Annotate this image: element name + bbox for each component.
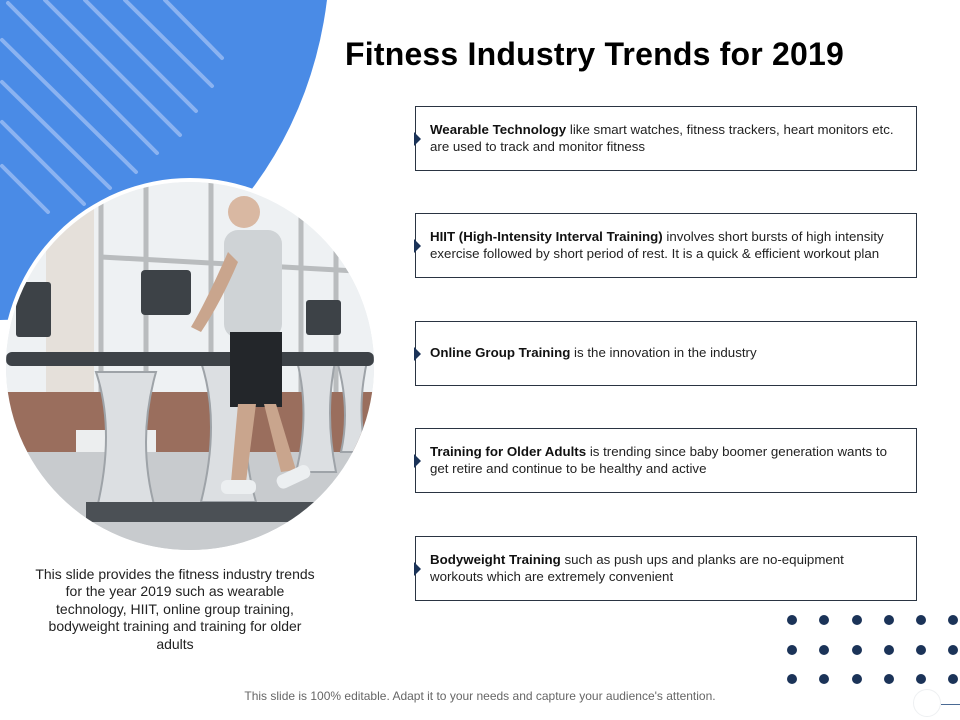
slide-title: Fitness Industry Trends for 2019 xyxy=(345,36,844,72)
dot-grid-decoration xyxy=(787,615,960,690)
line-decoration xyxy=(941,704,960,705)
trend-body: is the innovation in the industry xyxy=(570,345,757,361)
trend-text: Wearable Technology like smart watches, … xyxy=(430,122,898,155)
slide-description: This slide provides the fitness industry… xyxy=(35,566,315,652)
trend-card-wearable-technology: Wearable Technology like smart watches, … xyxy=(414,106,917,171)
chevron-right-icon xyxy=(414,238,421,253)
trend-heading: Online Group Training xyxy=(430,345,571,361)
trend-heading: Wearable Technology xyxy=(430,122,567,137)
trend-text: HIIT (High-Intensity Interval Training) … xyxy=(430,229,898,262)
chevron-right-icon xyxy=(414,131,421,146)
trend-body: involves short bursts of high intensity … xyxy=(430,229,884,261)
trend-heading: Training for Older Adults xyxy=(430,444,587,459)
trend-body: is trending since baby boomer generation… xyxy=(430,444,887,476)
trend-text: Online Group Training is the innovation … xyxy=(430,345,757,362)
trend-body: such as push ups and planks are no-equip… xyxy=(430,552,844,584)
trend-body: like smart watches, fitness trackers, he… xyxy=(430,122,894,154)
circle-decoration xyxy=(913,689,941,717)
treadmill-photo xyxy=(6,182,374,550)
trend-heading: HIIT (High-Intensity Interval Training) xyxy=(430,229,663,244)
trend-card-online-group-training: Online Group Training is the innovation … xyxy=(414,321,917,386)
trend-card-hiit: HIIT (High-Intensity Interval Training) … xyxy=(414,213,917,278)
footer-note: This slide is 100% editable. Adapt it to… xyxy=(244,689,716,703)
chevron-right-icon xyxy=(414,453,421,468)
chevron-right-icon xyxy=(414,346,421,361)
trend-card-older-adults: Training for Older Adults is trending si… xyxy=(414,428,917,493)
trend-card-bodyweight-training: Bodyweight Training such as push ups and… xyxy=(414,536,917,601)
trend-text: Bodyweight Training such as push ups and… xyxy=(430,552,898,585)
trend-heading: Bodyweight Training xyxy=(430,552,561,567)
chevron-right-icon xyxy=(414,561,421,576)
trend-text: Training for Older Adults is trending si… xyxy=(430,444,898,477)
